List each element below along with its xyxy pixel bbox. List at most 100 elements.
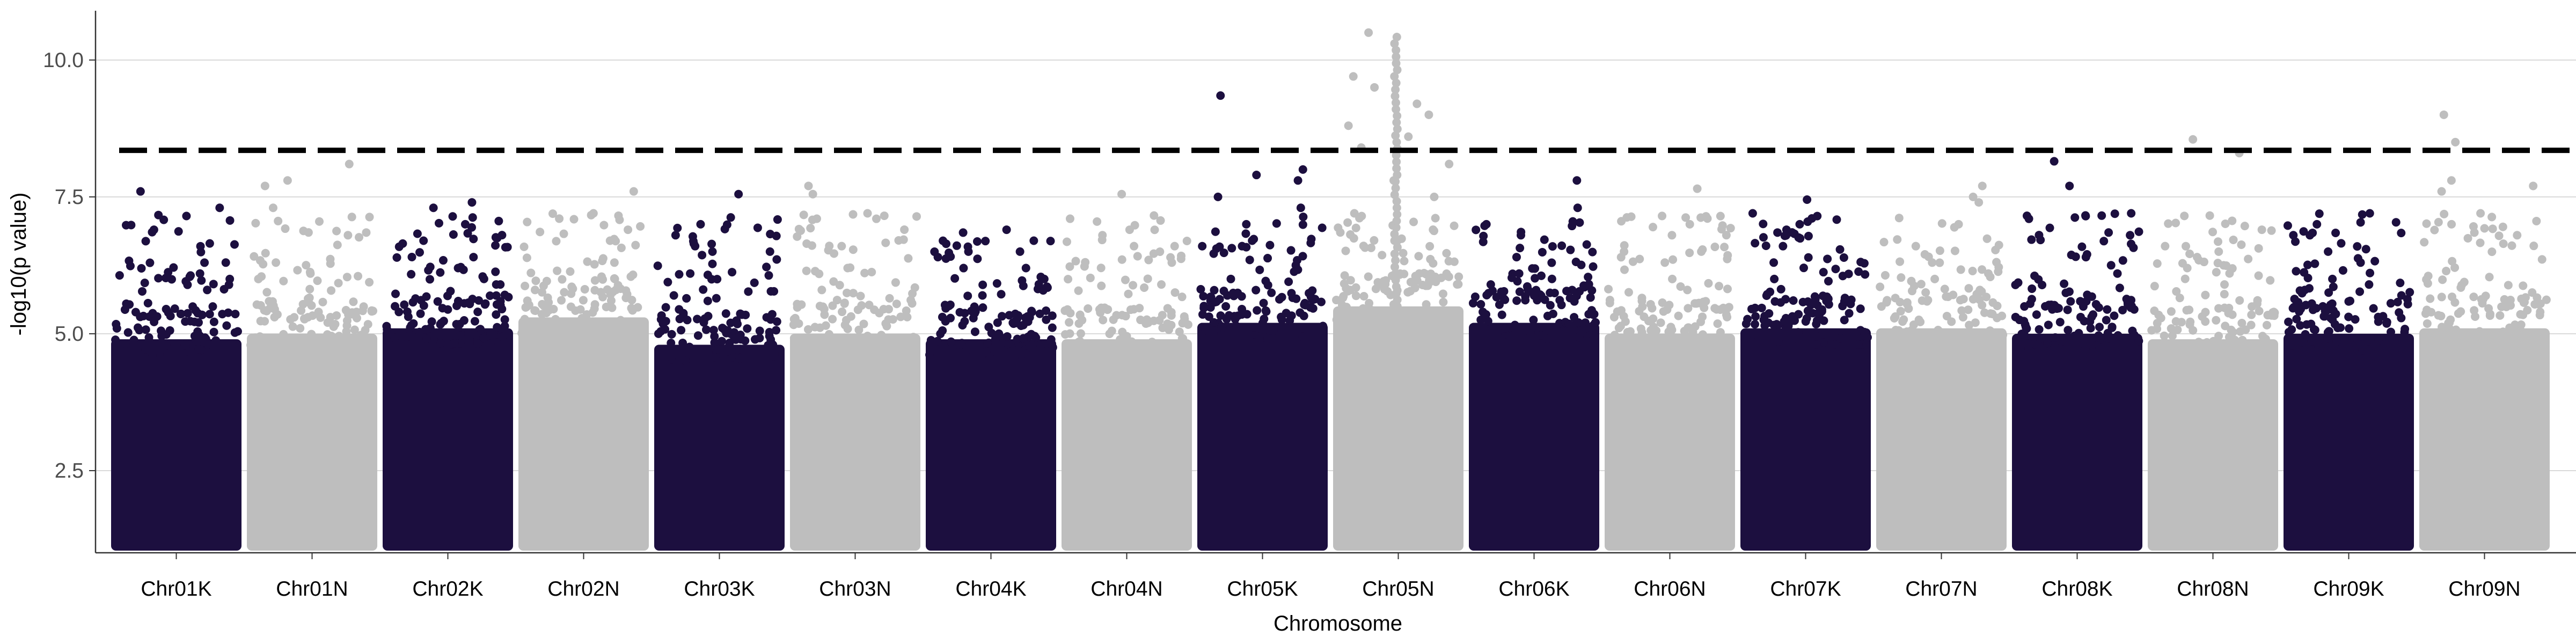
data-point	[350, 325, 359, 334]
data-point	[1830, 340, 1839, 349]
data-point	[828, 314, 837, 324]
data-point	[2070, 331, 2079, 340]
data-point	[1267, 288, 1276, 297]
data-point	[708, 247, 717, 256]
data-point	[1219, 248, 1228, 258]
data-point	[2060, 279, 2069, 288]
data-point	[2011, 312, 2020, 321]
top-data-point	[1130, 241, 1139, 251]
data-point	[2529, 241, 2538, 251]
data-point	[1248, 236, 1257, 245]
data-point	[806, 224, 815, 233]
data-point	[2284, 327, 2293, 336]
data-point	[1199, 291, 1208, 301]
data-point	[1298, 332, 1307, 341]
data-point	[2463, 340, 2472, 349]
top-data-point	[933, 253, 942, 262]
top-data-point	[203, 286, 212, 295]
data-point	[1546, 301, 1555, 310]
data-point	[1804, 231, 1813, 240]
data-point	[956, 340, 965, 349]
data-point	[394, 242, 404, 251]
data-point	[303, 344, 312, 353]
data-point	[1393, 295, 1402, 304]
data-point	[1722, 310, 1731, 319]
data-point	[1451, 314, 1460, 324]
data-point	[1614, 324, 1623, 333]
top-data-point	[419, 236, 428, 245]
data-point	[2514, 339, 2523, 348]
top-data-point	[978, 291, 987, 300]
top-data-point	[1660, 258, 1670, 267]
data-point	[230, 240, 239, 249]
data-point	[2150, 306, 2159, 316]
data-point	[667, 330, 676, 339]
top-data-point	[1040, 274, 1049, 283]
data-point	[2192, 339, 2201, 348]
top-data-point	[1667, 231, 1677, 240]
top-data-point	[1216, 91, 1225, 100]
data-point	[1431, 214, 1440, 223]
data-point	[1406, 287, 1415, 296]
data-point	[1751, 312, 1760, 321]
data-point	[1362, 313, 1371, 322]
data-point	[2486, 310, 2495, 319]
data-point	[1259, 298, 1268, 308]
data-point	[2110, 311, 2119, 320]
data-point	[1431, 277, 1440, 287]
data-point	[1175, 327, 1184, 336]
data-point	[2454, 309, 2463, 318]
data-point	[222, 321, 231, 330]
data-point	[1620, 241, 1629, 250]
data-point	[1649, 323, 1658, 332]
data-point	[122, 221, 131, 230]
data-point	[1170, 345, 1179, 354]
data-point	[2330, 320, 2339, 329]
data-point	[407, 252, 416, 261]
data-point	[1316, 297, 1326, 306]
data-point	[1390, 39, 1399, 48]
top-data-point	[345, 159, 354, 169]
data-point	[532, 328, 541, 338]
data-point	[2487, 247, 2497, 257]
data-point	[2080, 317, 2089, 326]
data-point	[1896, 297, 1905, 306]
data-point	[121, 339, 130, 348]
data-point	[900, 225, 909, 234]
data-point	[183, 309, 192, 318]
dense-points-block	[1062, 339, 1192, 551]
data-point	[334, 332, 343, 341]
data-point	[473, 308, 482, 317]
data-point	[1854, 340, 1863, 349]
data-point	[225, 216, 235, 225]
data-point	[2180, 211, 2189, 221]
data-point	[316, 313, 325, 322]
data-point	[2513, 326, 2522, 335]
data-point	[2246, 348, 2255, 357]
data-point	[1084, 304, 1093, 313]
data-point	[609, 287, 618, 296]
data-point	[1392, 289, 1401, 298]
data-point	[1761, 241, 1770, 251]
data-point	[2423, 305, 2432, 314]
data-point	[2477, 336, 2486, 346]
data-point	[246, 341, 255, 350]
data-point	[543, 293, 552, 302]
data-point	[1351, 291, 1360, 301]
dense-points-block	[2284, 333, 2414, 551]
data-point	[1349, 234, 1358, 243]
data-point	[860, 268, 869, 277]
data-point	[2356, 218, 2365, 227]
x-tick-label: Chr04K	[955, 577, 1026, 601]
data-point	[1810, 328, 1819, 337]
data-point	[1604, 284, 1613, 294]
top-data-point	[1668, 274, 1677, 283]
data-point	[1341, 246, 1350, 255]
top-data-point	[734, 189, 743, 199]
data-point	[205, 310, 214, 319]
data-point	[1332, 296, 1341, 305]
data-point	[133, 323, 142, 332]
data-point	[1760, 321, 1769, 330]
top-data-point	[1978, 181, 1987, 191]
data-point	[2103, 305, 2112, 314]
